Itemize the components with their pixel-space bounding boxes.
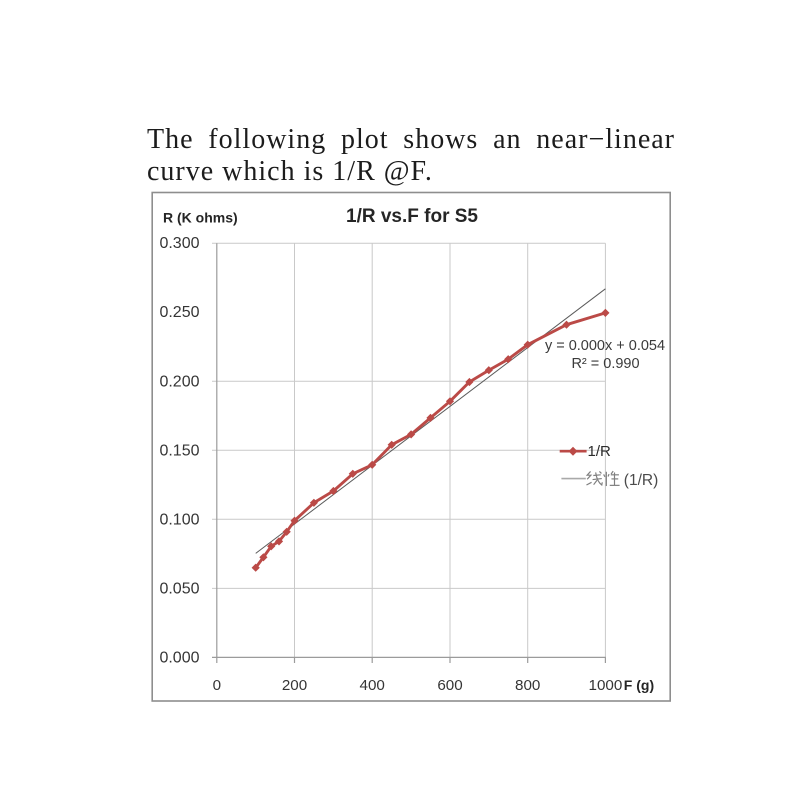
svg-text:0.200: 0.200	[159, 373, 199, 390]
svg-text:0.150: 0.150	[159, 442, 199, 459]
svg-text:1/R vs.F for S5: 1/R vs.F for S5	[346, 206, 478, 227]
svg-text:400: 400	[360, 677, 385, 694]
svg-text:y = 0.000x + 0.054: y = 0.000x + 0.054	[545, 338, 665, 354]
svg-text:200: 200	[282, 677, 307, 694]
svg-text:1/R: 1/R	[588, 443, 612, 460]
svg-text:R (K ohms): R (K ohms)	[163, 210, 238, 226]
svg-text:F (g): F (g)	[624, 677, 654, 693]
svg-text:(1/R): (1/R)	[624, 472, 658, 489]
svg-text:R² = 0.990: R² = 0.990	[571, 356, 639, 372]
svg-text:1000: 1000	[589, 677, 623, 694]
svg-text:0.050: 0.050	[159, 580, 199, 597]
svg-text:0.100: 0.100	[159, 511, 199, 528]
svg-text:0.250: 0.250	[159, 304, 199, 321]
svg-text:800: 800	[515, 677, 540, 694]
svg-text:600: 600	[437, 677, 462, 694]
svg-text:0: 0	[213, 677, 221, 694]
svg-text:0.300: 0.300	[159, 235, 199, 252]
svg-text:0.000: 0.000	[159, 649, 199, 666]
